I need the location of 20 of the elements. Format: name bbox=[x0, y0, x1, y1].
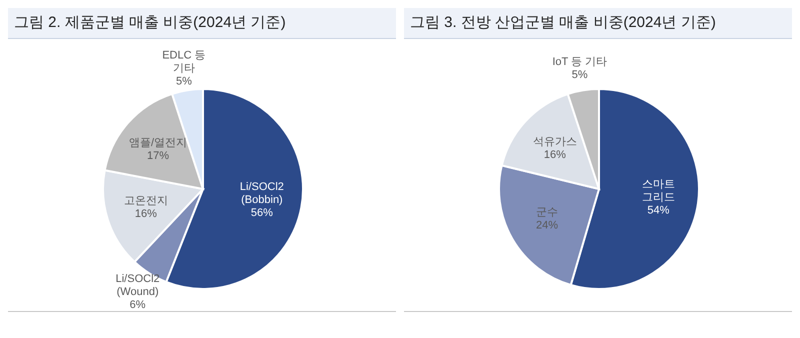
data-label: 54% bbox=[647, 204, 670, 217]
slice-label: Li/SOCl2 (Bobbin) bbox=[240, 181, 284, 206]
chart-title: 그림 2. 제품군별 매출 비중(2024년 기준) bbox=[8, 8, 396, 39]
slice-label: EDLC 등 기타 bbox=[162, 50, 206, 74]
data-label: 56% bbox=[250, 207, 274, 220]
slice-label: 스마트 그리드 bbox=[642, 178, 675, 204]
data-label: 5% bbox=[572, 69, 588, 82]
slice-label: IoT 등 기타 bbox=[552, 56, 608, 68]
slice-label: 군수 bbox=[536, 206, 558, 218]
slice-label: Li/SOCl2 (Wound) bbox=[116, 273, 160, 298]
slice-label: 고온전지 bbox=[124, 195, 168, 208]
chart-title: 그림 3. 전방 산업군별 매출 비중(2024년 기준) bbox=[404, 8, 792, 39]
data-label: 17% bbox=[146, 150, 170, 162]
data-label: 24% bbox=[536, 220, 558, 232]
slice-label: 앰플/열전지 bbox=[128, 136, 188, 149]
data-label: 6% bbox=[130, 299, 146, 312]
data-label: 16% bbox=[134, 208, 158, 220]
data-label: 5% bbox=[176, 76, 192, 88]
slice-label: 석유가스 bbox=[532, 136, 577, 148]
data-label: 16% bbox=[544, 148, 566, 161]
